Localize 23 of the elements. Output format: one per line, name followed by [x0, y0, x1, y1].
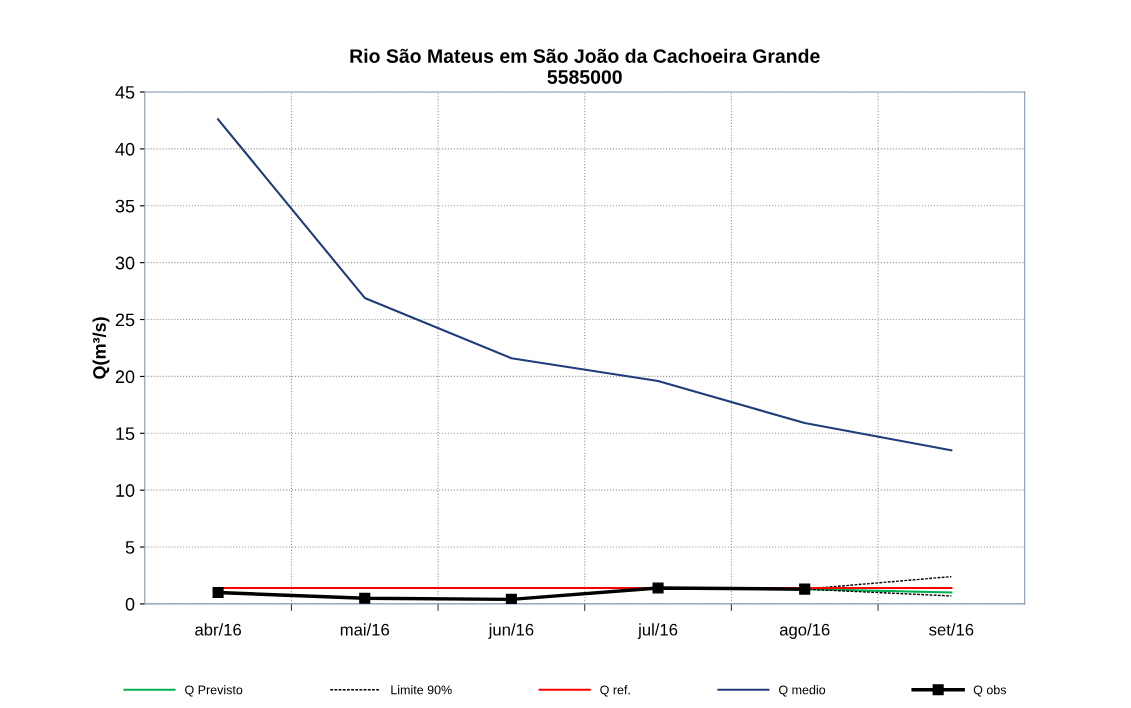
x-tick-label: jun/16 [488, 623, 534, 639]
y-tick-label: 45 [115, 86, 135, 99]
y-tick-label: 15 [116, 427, 135, 441]
legend-label: Q ref. [600, 685, 630, 697]
x-tick-label: abr/16 [195, 623, 241, 636]
legend-label: Q medio [779, 685, 826, 697]
x-tick-label: jul/16 [637, 623, 678, 639]
x-tick-label: mai/16 [340, 623, 390, 636]
y-tick-label: 20 [115, 370, 135, 384]
y-tick-label: 30 [115, 256, 135, 270]
legend-label: Limite 90% [391, 685, 452, 695]
chart-title: Rio São Mateus em São João da Cachoeira Grande 5585000 [350, 48, 820, 84]
y-tick-label: 25 [115, 313, 135, 327]
legend-label: Q Previsto [185, 685, 243, 697]
y-axis-title: Q(m³/s) [92, 317, 110, 379]
y-tick-label: 0 [125, 597, 135, 611]
x-tick-label: set/16 [929, 623, 974, 636]
y-tick-label: 10 [116, 484, 135, 497]
y-tick-label: 40 [115, 142, 135, 156]
legend-label: Q obs [973, 685, 1007, 697]
x-tick-label: ago/16 [779, 623, 830, 639]
y-tick-label: 5 [125, 541, 135, 554]
y-tick-label: 35 [115, 199, 135, 213]
